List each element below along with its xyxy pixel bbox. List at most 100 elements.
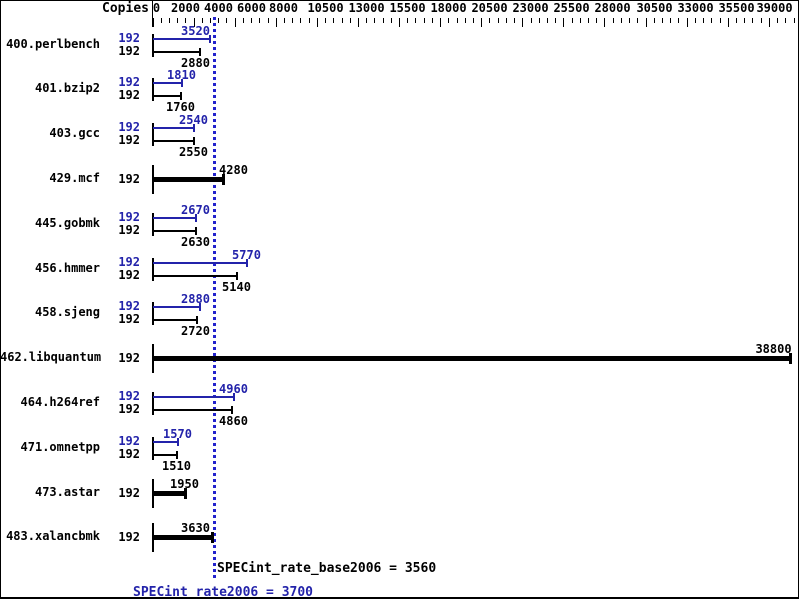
x-axis-label: 8000: [269, 1, 298, 15]
x-axis-tick: [761, 18, 762, 23]
benchmark-label: 400.perlbench: [6, 37, 100, 51]
x-axis-tick: [407, 18, 408, 23]
x-axis-label: 18000: [430, 1, 467, 15]
bar-end-cap: [789, 353, 792, 364]
base-bar: [153, 140, 194, 142]
copies-value: 192: [118, 44, 140, 58]
x-axis-label: 20500: [471, 1, 508, 15]
x-axis-label: 35500: [718, 1, 755, 15]
base-bar: [153, 51, 200, 53]
x-axis-tick: [325, 18, 326, 23]
x-axis-tick: [374, 18, 375, 23]
peak-bar: [153, 217, 196, 219]
x-axis-tick: [522, 18, 523, 27]
x-axis-tick: [358, 18, 359, 27]
x-axis-tick: [687, 18, 688, 27]
x-axis-label: 39000: [756, 1, 793, 15]
x-axis-tick: [153, 18, 154, 27]
copies-value: 192: [118, 172, 140, 186]
copies-value: 192: [118, 389, 140, 403]
x-axis-tick: [202, 18, 203, 23]
base-value-label: 2880: [181, 56, 210, 70]
x-axis-label: 10500: [307, 1, 344, 15]
bar-end-cap: [209, 35, 211, 43]
copies-value: 192: [118, 299, 140, 313]
peak-bar: [153, 82, 182, 84]
benchmark-label: 464.h264ref: [20, 395, 100, 409]
bar-end-cap: [196, 316, 198, 324]
bar-bracket: [152, 392, 154, 415]
copies-value: 192: [118, 255, 140, 269]
peak-bar: [153, 127, 194, 129]
x-axis-tick: [621, 18, 622, 23]
x-axis-tick: [588, 18, 589, 23]
bar-end-cap: [231, 406, 233, 414]
base-value-label: 1950: [170, 477, 199, 491]
x-axis-tick: [777, 18, 778, 23]
copies-value: 192: [118, 210, 140, 224]
bar-end-cap: [233, 393, 235, 401]
bar-bracket: [152, 123, 154, 146]
base-bar: [153, 230, 196, 232]
peak-value-label: 1570: [163, 427, 192, 441]
x-axis-tick: [794, 18, 795, 23]
x-axis-tick: [728, 18, 729, 27]
x-axis-tick: [695, 18, 696, 23]
peak-bar: [153, 396, 234, 398]
x-axis-tick: [268, 18, 269, 23]
x-axis-tick: [596, 18, 597, 23]
bar-end-cap: [195, 214, 197, 222]
peak-value-label: 4960: [219, 382, 248, 396]
base-bar: [153, 491, 185, 496]
benchmark-label: 458.sjeng: [34, 305, 100, 319]
peak-value-label: 2880: [181, 292, 210, 306]
bar-end-cap: [195, 227, 197, 235]
x-axis-tick: [531, 18, 532, 23]
peak-bar: [153, 306, 200, 308]
x-axis-label: 30500: [636, 1, 673, 15]
base-value-label: 1510: [162, 459, 191, 473]
x-axis-tick: [161, 18, 162, 23]
x-axis-tick: [235, 18, 236, 27]
bar-bracket: [152, 213, 154, 236]
bar-end-cap: [199, 303, 201, 311]
base-value-label: 4280: [219, 163, 248, 177]
x-axis-tick: [169, 18, 170, 23]
x-axis-label: 28000: [594, 1, 631, 15]
base-value-label: 5140: [222, 280, 251, 294]
x-axis-label: 15500: [389, 1, 426, 15]
x-axis-label: 6000: [237, 1, 266, 15]
bar-end-cap: [222, 174, 225, 185]
x-axis-tick: [342, 18, 343, 23]
x-axis-tick: [415, 18, 416, 23]
x-axis-label: 13000: [348, 1, 385, 15]
bar-bracket: [152, 302, 154, 325]
x-axis-tick: [432, 18, 433, 23]
bar-end-cap: [180, 92, 182, 100]
base-value-label: 3630: [181, 521, 210, 535]
axis-separator-line: [152, 0, 153, 27]
benchmark-label: 456.hmmer: [34, 261, 100, 275]
peak-value-label: 2670: [181, 203, 210, 217]
x-axis-tick: [218, 18, 219, 23]
x-axis-tick: [276, 18, 277, 27]
x-axis-tick: [309, 18, 310, 23]
x-axis-tick: [481, 18, 482, 27]
x-axis-tick: [580, 18, 581, 23]
peak-value-label: 2540: [179, 113, 208, 127]
x-axis-tick: [251, 18, 252, 23]
bar-end-cap: [176, 451, 178, 459]
x-axis-tick: [177, 18, 178, 23]
x-axis-tick: [720, 18, 721, 23]
x-axis-tick: [489, 18, 490, 23]
x-axis-tick: [736, 18, 737, 23]
x-axis-tick: [226, 18, 227, 23]
copies-value: 192: [118, 351, 140, 365]
peak-value-label: 5770: [232, 248, 261, 262]
x-axis-tick: [317, 18, 318, 27]
x-axis-tick: [785, 18, 786, 23]
base-value-label: 1760: [166, 100, 195, 114]
peak-bar: [153, 441, 178, 443]
copies-value: 192: [118, 434, 140, 448]
